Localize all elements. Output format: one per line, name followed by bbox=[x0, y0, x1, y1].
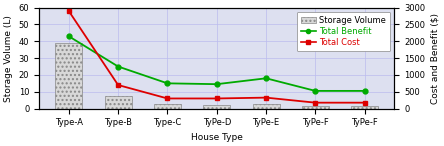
Legend: Storage Volume, Total Benefit, Total Cost: Storage Volume, Total Benefit, Total Cos… bbox=[297, 12, 390, 51]
Bar bbox=[302, 106, 329, 109]
X-axis label: House Type: House Type bbox=[191, 133, 243, 142]
Y-axis label: Cost and Benefit ($): Cost and Benefit ($) bbox=[431, 13, 440, 104]
Bar bbox=[351, 106, 378, 109]
Y-axis label: Storage Volume (L): Storage Volume (L) bbox=[4, 15, 13, 102]
Bar bbox=[104, 96, 132, 109]
Bar bbox=[154, 104, 181, 109]
Bar bbox=[253, 104, 280, 109]
Bar bbox=[203, 105, 230, 109]
Bar bbox=[55, 43, 82, 109]
